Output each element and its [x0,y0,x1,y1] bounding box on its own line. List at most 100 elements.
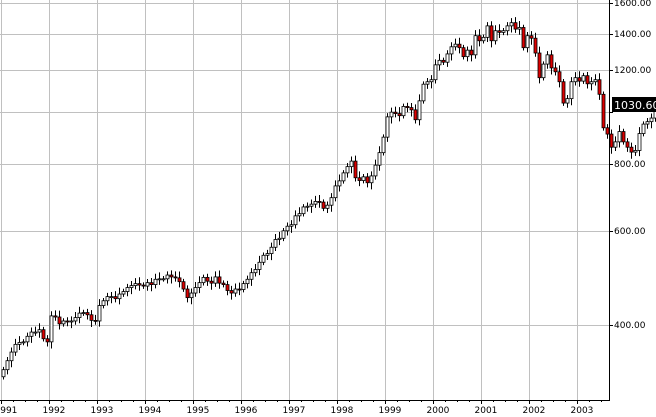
candle-body-up [13,343,18,353]
candle [57,310,62,330]
candle [381,134,386,156]
candle-body-up [293,215,298,226]
candle-body-down [521,27,526,49]
candle [609,129,614,154]
candle [77,306,82,324]
candle [625,138,630,152]
candle-body-down [469,49,474,56]
candle [441,57,446,66]
candle-body-up [493,30,498,42]
candle [217,270,222,289]
candle-body-down [561,81,566,104]
candle-body-up [485,25,490,38]
candle [81,309,86,316]
x-tick-label: 1996 [235,406,258,416]
candle-body-down [173,276,178,279]
candle [597,73,602,100]
candle-body-up [545,54,550,65]
candle-body-up [5,360,10,371]
x-tick-label: 2003 [571,406,594,416]
candle [425,78,430,89]
candle [193,282,198,297]
candle-body-down [393,111,398,114]
candle [469,45,474,62]
candle [113,291,118,303]
candle [397,107,402,122]
candle-body-up [305,205,310,208]
candle [249,268,254,286]
candle-body-up [201,276,206,284]
candle-body-down [605,127,610,135]
candle [317,194,322,208]
candle-body-up [541,63,546,79]
candle [245,275,250,289]
candle-body-up [257,261,262,270]
candle [353,155,358,182]
candle-body-down [225,284,230,291]
candle [337,174,342,192]
candle [457,37,462,54]
candle-body-down [601,93,606,129]
candle [129,280,134,295]
candle [557,65,562,88]
candle-body-up [325,204,330,209]
candle-body-down [41,329,46,340]
candle-body-up [373,164,378,177]
candle-body-up [285,225,290,232]
candle-body-down [489,25,494,42]
candle-body-down [181,281,186,290]
candle [45,335,50,347]
candle-body-up [517,27,522,30]
candle [453,38,458,51]
x-tick-label: 1993 [91,406,114,416]
candle-body-up [253,269,258,274]
candle-body-down [185,288,190,299]
candle-body-up [29,331,34,337]
candle [329,193,334,212]
candle [445,50,450,67]
candle [165,271,170,284]
candle-body-down [321,201,326,209]
candle [141,282,146,289]
candle-body-up [233,288,238,294]
candle-body-up [565,98,570,104]
candle [493,25,498,45]
candle-body-up [145,282,150,287]
last-value-badge [612,97,656,112]
candle-body-down [577,77,582,82]
candle-body-down [625,141,630,148]
candle-body-up [573,77,578,83]
candle-body-up [525,35,530,49]
candle-body-up [61,320,66,325]
candle [361,174,366,184]
candle-body-up [213,276,218,284]
candle-body-up [245,278,250,285]
candle-body-up [1,369,6,378]
candle [437,53,442,71]
candle-body-up [641,123,646,134]
candle [373,159,378,180]
candle [357,171,362,187]
candle-body-up [581,75,586,82]
candle-body-down [553,67,558,73]
candle [581,72,586,84]
candle [417,94,422,126]
candle-body-up [437,59,442,66]
candle-body-up [25,335,30,343]
candle [413,104,418,124]
candle-body-up [81,312,86,314]
candle [157,272,162,285]
candle-body-up [369,175,374,184]
candle [573,72,578,86]
candle [601,91,606,131]
candle [305,202,310,212]
candle-body-up [281,230,286,239]
candle [21,339,26,346]
candle-body-up [617,131,622,143]
candle-body-up [69,320,74,323]
candle-body-down [549,54,554,69]
candle-body-up [613,141,618,148]
candle-body-up [329,197,334,206]
candle-body-up [417,100,422,121]
